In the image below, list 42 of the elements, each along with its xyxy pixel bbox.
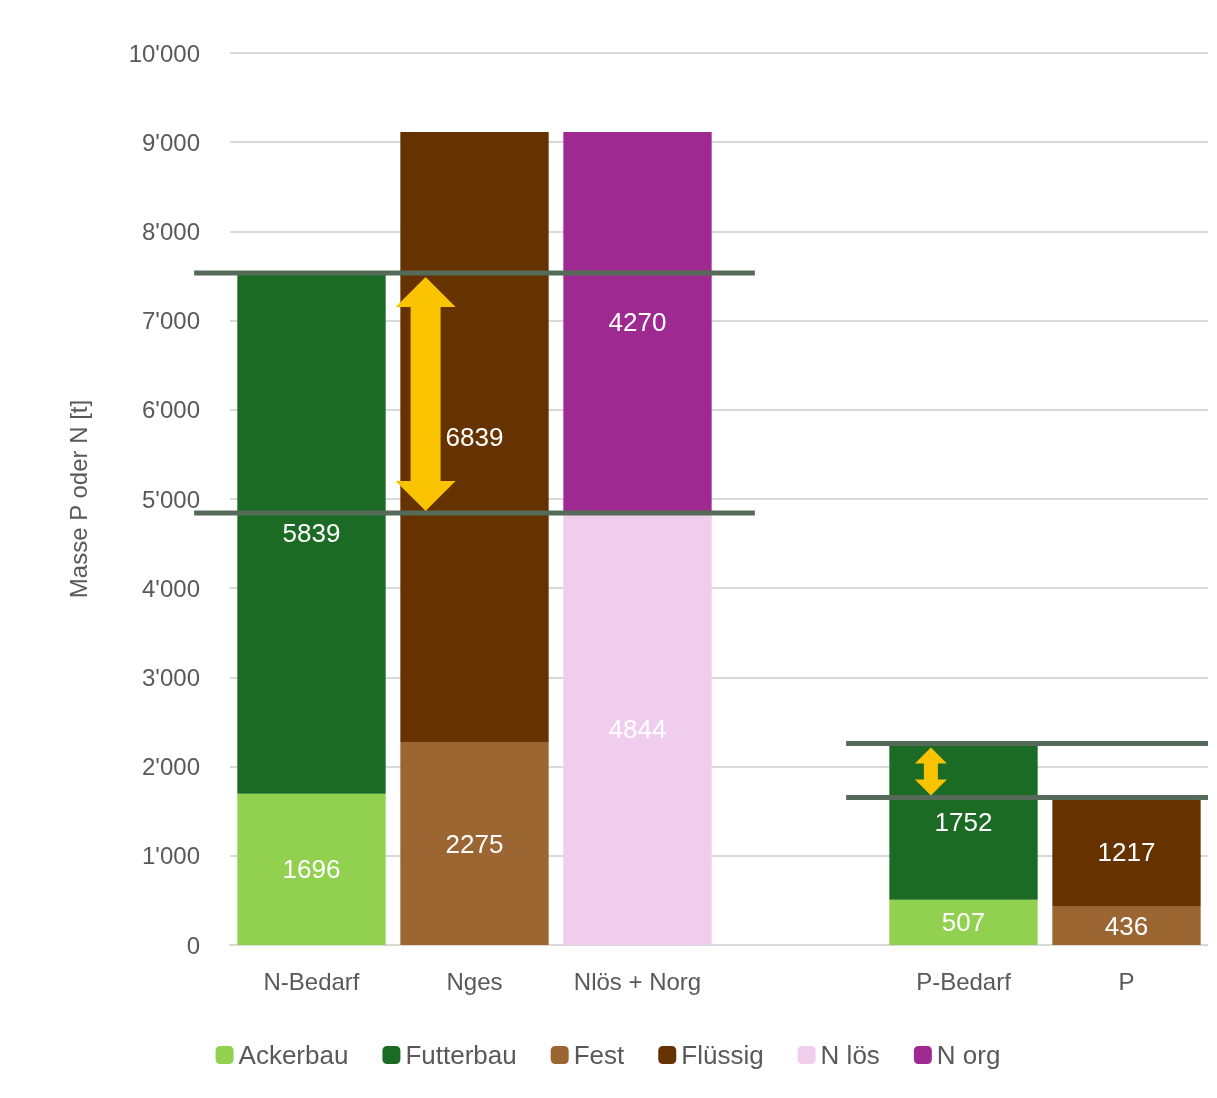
y-tick-label: 0 [186, 931, 200, 959]
y-tick-label: 7'000 [142, 307, 200, 335]
bar [563, 132, 712, 513]
y-tick-label: 10'000 [128, 39, 200, 67]
bar [400, 132, 549, 743]
y-tick-label: 1'000 [142, 842, 200, 870]
bar [889, 743, 1038, 900]
y-tick-label: 8'000 [142, 217, 200, 245]
legend-label: Ackerbau [238, 1040, 349, 1070]
x-tick-label: P-Bedarf [916, 967, 1012, 995]
data-label: 6839 [445, 422, 504, 453]
data-label: 4270 [608, 307, 667, 338]
y-tick-label: 4'000 [142, 574, 200, 602]
x-tick-label: N-Bedarf [263, 967, 360, 995]
data-label: 436 [1104, 910, 1149, 941]
y-tick-label: 3'000 [142, 663, 200, 691]
y-axis-title: Masse P oder N [t] [64, 399, 92, 599]
legend-label: Flüssig [681, 1040, 764, 1070]
bar [1052, 797, 1201, 907]
bar [1052, 906, 1201, 945]
legend-label: Fest [573, 1040, 626, 1070]
bar [400, 742, 549, 945]
bar [237, 272, 386, 794]
data-label: 2275 [445, 828, 504, 859]
y-tick-label: 6'000 [142, 396, 200, 424]
y-tick-label: 5'000 [142, 485, 200, 513]
data-label: 1696 [282, 854, 341, 885]
x-tick-label: P [1118, 967, 1135, 995]
y-tick-label: 9'000 [142, 128, 200, 156]
legend-label: N org [936, 1040, 1001, 1070]
y-tick-label: 2'000 [142, 753, 200, 781]
data-label: 1752 [934, 806, 993, 837]
x-tick-label: Nlös + Norg [573, 967, 702, 995]
bar [889, 899, 1038, 945]
legend-label: N lös [820, 1040, 880, 1070]
x-tick-label: Nges [446, 967, 503, 995]
data-label: 5839 [282, 518, 341, 549]
bar [237, 793, 386, 945]
data-label: 1217 [1097, 836, 1156, 867]
data-label: 507 [941, 907, 986, 938]
bar [563, 512, 712, 945]
legend-label: Futterbau [405, 1040, 517, 1070]
